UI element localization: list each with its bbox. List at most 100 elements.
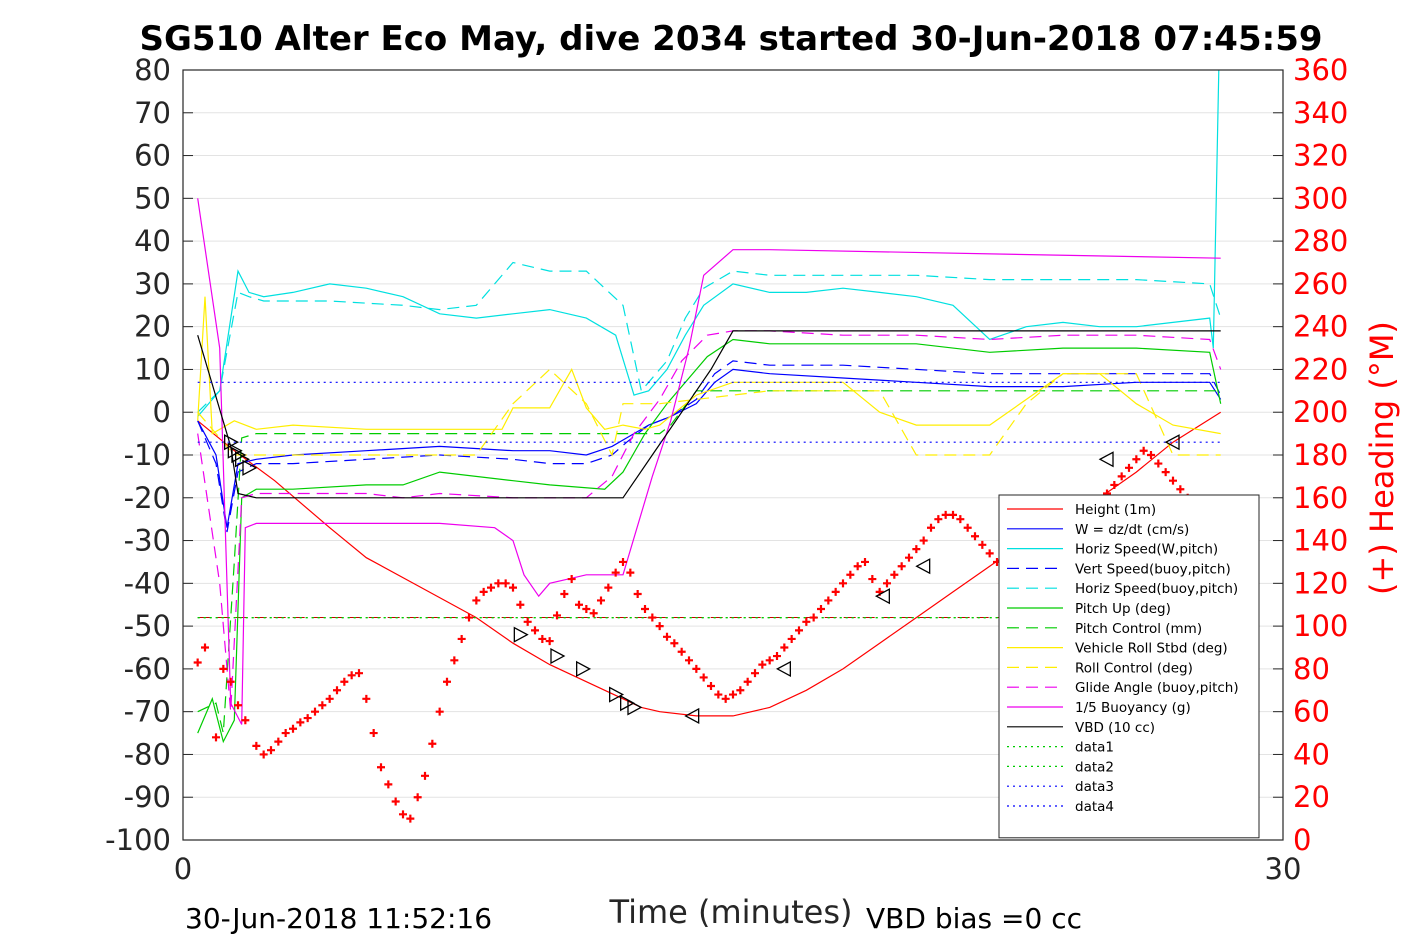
- triangle-marker: [1098, 451, 1114, 468]
- series-line: [197, 368, 1221, 457]
- heading-point: [509, 583, 517, 592]
- right-tick-label: 320: [1293, 139, 1348, 173]
- heading-point: [963, 523, 972, 532]
- left-tick-label: -40: [124, 566, 171, 600]
- triangle-marker: [775, 660, 791, 677]
- left-tick-label: -80: [124, 737, 171, 771]
- heading-point: [259, 750, 268, 759]
- series-line: [197, 390, 1221, 734]
- legend-label: Horiz Speed(buoy,pitch): [1075, 581, 1238, 597]
- heading-point: [949, 510, 957, 519]
- triangle-markers: [224, 434, 1180, 725]
- heading-point: [377, 763, 385, 772]
- heading-point: [758, 660, 767, 669]
- right-tick-label: 260: [1293, 267, 1348, 301]
- legend-label: Roll Control (deg): [1075, 660, 1193, 676]
- left-tick-label: 60: [134, 139, 171, 173]
- legend-label: data2: [1075, 759, 1114, 775]
- triangle-marker: [513, 626, 529, 643]
- heading-point: [743, 677, 752, 686]
- legend-label: data3: [1075, 779, 1114, 795]
- left-tick-label: -20: [124, 481, 171, 515]
- heading-point: [369, 729, 378, 738]
- heading-point: [655, 622, 664, 631]
- left-tick-label: -70: [124, 695, 171, 729]
- right-tick-label: 240: [1293, 310, 1348, 344]
- heading-point: [1169, 476, 1177, 485]
- series-line: [197, 368, 1222, 528]
- right-tick-label: 20: [1293, 780, 1330, 814]
- heading-point: [226, 677, 235, 686]
- series-line: [197, 198, 1221, 725]
- chart-title: SG510 Alter Eco May, dive 2034 started 3…: [139, 19, 1322, 59]
- right-tick-label: 120: [1293, 566, 1348, 600]
- heading-point: [597, 596, 605, 605]
- legend-label: Pitch Up (deg): [1075, 601, 1171, 617]
- heading-point: [765, 656, 774, 665]
- legend-label: W = dz/dt (cm/s): [1075, 522, 1189, 538]
- footer-vbd-bias: VBD bias =0 cc: [866, 902, 1082, 935]
- series-line: [197, 360, 1222, 533]
- heading-point: [267, 746, 275, 755]
- heading-point: [633, 590, 642, 599]
- x-axis-label: Time (minutes): [609, 893, 853, 931]
- left-tick-label: 40: [134, 224, 171, 258]
- triangle-marker: [235, 451, 251, 468]
- series-line: [197, 296, 1221, 435]
- heading-point: [619, 557, 627, 566]
- heading-point: [443, 677, 451, 686]
- left-tick-label: -10: [124, 438, 171, 472]
- heading-point: [487, 583, 495, 592]
- triangle-marker: [576, 660, 592, 677]
- triangle-marker: [242, 459, 258, 476]
- right-tick-label: 180: [1293, 438, 1348, 472]
- heading-point: [589, 609, 598, 618]
- heading-point: [428, 739, 437, 748]
- heading-point: [736, 686, 745, 695]
- heading-point: [582, 605, 591, 613]
- heading-point: [773, 652, 781, 661]
- triangle-marker: [550, 647, 566, 665]
- legend-label: Vehicle Roll Stbd (deg): [1075, 641, 1228, 657]
- x-tick-label: 0: [174, 852, 192, 886]
- heading-point: [670, 639, 679, 648]
- legend-label: Glide Angle (buoy,pitch): [1075, 680, 1239, 696]
- heading-point: [545, 637, 554, 646]
- right-y-axis: 3603403203002802602402202001801601401201…: [1273, 53, 1348, 857]
- heading-point: [241, 716, 250, 725]
- heading-point: [303, 714, 312, 723]
- series-line: [197, 69, 1220, 417]
- triangle-marker: [915, 558, 931, 575]
- heading-point: [553, 611, 561, 620]
- heading-point: [296, 718, 305, 727]
- heading-point: [751, 669, 759, 678]
- heading-point: [934, 515, 943, 524]
- heading-point: [1117, 472, 1126, 481]
- heading-point: [333, 686, 341, 695]
- right-tick-label: 40: [1293, 737, 1330, 771]
- heading-point: [567, 575, 576, 584]
- left-tick-label: 50: [134, 181, 171, 215]
- heading-point: [355, 669, 363, 678]
- heading-point: [839, 579, 847, 588]
- left-tick-label: -60: [124, 652, 171, 686]
- heading-point: [824, 596, 833, 605]
- x-axis: 0 30: [174, 830, 1301, 886]
- right-tick-label: 280: [1293, 224, 1348, 258]
- heading-point: [1132, 455, 1141, 464]
- heading-point: [212, 733, 220, 742]
- legend-label: Height (1m): [1075, 502, 1156, 518]
- heading-point: [861, 557, 869, 566]
- left-tick-label: 30: [134, 267, 171, 301]
- heading-point: [1147, 451, 1155, 459]
- right-tick-label: 100: [1293, 609, 1348, 643]
- heading-point: [985, 549, 994, 558]
- heading-point: [729, 690, 737, 699]
- triangle-marker: [231, 446, 247, 464]
- heading-point: [523, 617, 532, 626]
- heading-point: [692, 664, 701, 673]
- left-tick-label: 80: [134, 53, 171, 87]
- series-line: [197, 330, 1221, 499]
- triangle-marker: [874, 588, 890, 605]
